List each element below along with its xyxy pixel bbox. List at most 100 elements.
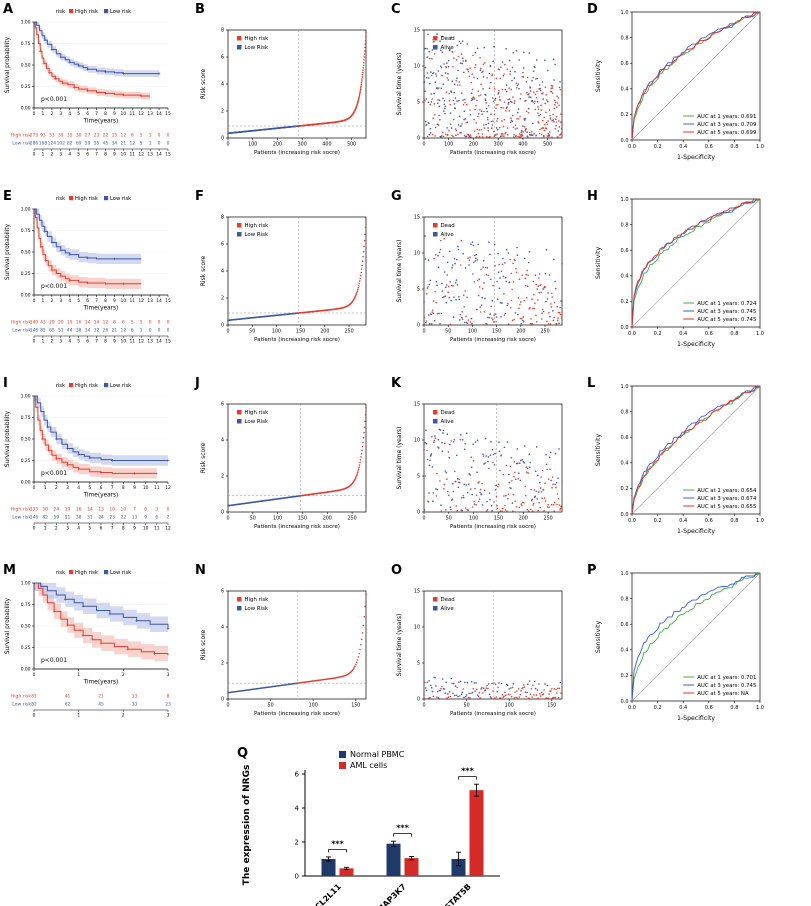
svg-text:146: 146 (30, 328, 39, 334)
svg-text:5: 5 (417, 474, 420, 480)
svg-text:30: 30 (76, 133, 82, 139)
svg-text:5: 5 (417, 100, 420, 106)
svg-text:AUC at 3 years: 0.709: AUC at 3 years: 0.709 (697, 122, 757, 128)
svg-text:2: 2 (221, 474, 224, 480)
svg-text:5: 5 (140, 133, 143, 139)
svg-text:0: 0 (417, 510, 420, 516)
svg-text:14: 14 (85, 320, 91, 326)
svg-text:1.0: 1.0 (756, 331, 764, 337)
svg-text:9: 9 (113, 339, 116, 345)
svg-text:0.00: 0.00 (21, 293, 31, 299)
svg-text:Survival probability: Survival probability (5, 410, 11, 467)
panel-letter-H: H (587, 189, 598, 204)
svg-text:4: 4 (295, 805, 300, 813)
svg-text:20: 20 (58, 320, 64, 326)
svg-text:0.8: 0.8 (730, 144, 738, 150)
svg-text:0.0: 0.0 (621, 699, 629, 705)
svg-text:146: 146 (30, 515, 39, 521)
svg-text:0.6: 0.6 (705, 705, 713, 711)
panel-E-km: E 0.00 0.25 0.50 0.75 1.00 Survival probabili… (0, 187, 192, 374)
svg-text:0.2: 0.2 (654, 144, 662, 150)
panel-letter-F: F (195, 189, 204, 204)
svg-text:AUC at 1 years: 0.701: AUC at 1 years: 0.701 (697, 675, 756, 681)
svg-text:1.0: 1.0 (621, 571, 629, 577)
svg-text:300: 300 (298, 142, 307, 148)
svg-text:0.2: 0.2 (621, 673, 629, 679)
panel-letter-I: I (3, 376, 8, 391)
svg-text:Low risk: Low risk (12, 702, 31, 708)
svg-text:286: 286 (30, 141, 39, 147)
svg-text:100: 100 (309, 703, 318, 709)
svg-text:0.2: 0.2 (654, 705, 662, 711)
svg-text:0: 0 (158, 328, 161, 334)
svg-text:4: 4 (77, 526, 80, 532)
svg-text:0.6: 0.6 (621, 248, 629, 254)
svg-text:45: 45 (98, 702, 104, 708)
svg-text:0.0: 0.0 (628, 144, 636, 150)
svg-text:0: 0 (422, 329, 425, 335)
svg-text:AUC at 1 years: 0.654: AUC at 1 years: 0.654 (697, 488, 757, 494)
svg-text:13: 13 (147, 339, 153, 345)
svg-text:0.0: 0.0 (621, 325, 629, 331)
svg-text:5: 5 (417, 661, 420, 667)
svg-text:0.4: 0.4 (621, 461, 629, 467)
roc-chart-P: 0.00.0 0.2 0.2 0.4 0.4 0.6 0.6 0.8 0.8 1.0 1.0 Sens… (595, 571, 764, 722)
svg-text:1.0: 1.0 (621, 197, 629, 203)
svg-text:0: 0 (221, 136, 224, 142)
svg-text:0.0: 0.0 (621, 138, 629, 144)
svg-text:0: 0 (226, 329, 229, 335)
figure-row-4: M 0.00 0.25 0.50 0.75 1.00 Survival probabili… (0, 561, 811, 748)
svg-text:50: 50 (446, 516, 452, 522)
svg-text:0.4: 0.4 (621, 274, 629, 280)
svg-text:13: 13 (147, 152, 153, 158)
svg-text:5: 5 (77, 298, 80, 304)
svg-text:0.50: 0.50 (21, 63, 31, 69)
figure-row-2: E 0.00 0.25 0.50 0.75 1.00 Survival probabili… (0, 187, 811, 374)
svg-text:150: 150 (296, 329, 305, 335)
svg-text:Survival probability: Survival probability (5, 597, 11, 654)
svg-text:6: 6 (131, 328, 134, 334)
svg-text:0.0: 0.0 (628, 518, 636, 524)
svg-text:***: *** (396, 824, 409, 833)
svg-text:12: 12 (165, 526, 171, 532)
svg-text:2: 2 (50, 111, 53, 117)
svg-text:Dead: Dead (441, 223, 455, 229)
svg-text:22: 22 (121, 515, 127, 521)
svg-text:0: 0 (422, 516, 425, 522)
svg-text:1.0: 1.0 (621, 10, 629, 16)
svg-text:Patients (increasing risk socr: Patients (increasing risk socre) (450, 150, 536, 156)
svg-text:43: 43 (40, 320, 46, 326)
svg-text:11: 11 (129, 152, 135, 158)
svg-text:Alive: Alive (441, 45, 455, 51)
svg-text:0.50: 0.50 (21, 437, 31, 443)
svg-text:15: 15 (414, 589, 420, 595)
svg-text:The expression of NRGs: The expression of NRGs (242, 765, 252, 886)
svg-text:26: 26 (103, 328, 109, 334)
km-survival-chart-M: 0.00 0.25 0.50 0.75 1.00 Survival probability… (5, 570, 171, 719)
svg-text:6: 6 (221, 589, 224, 595)
panel-M-km: M 0.00 0.25 0.50 0.75 1.00 Survival probabili… (0, 561, 192, 748)
svg-text:13: 13 (132, 515, 138, 521)
svg-text:102: 102 (57, 141, 66, 147)
svg-text:10: 10 (414, 64, 420, 70)
svg-text:1.0: 1.0 (756, 518, 764, 524)
svg-text:10: 10 (143, 485, 149, 491)
svg-text:High risk: High risk (75, 570, 98, 576)
svg-text:***: *** (331, 839, 344, 848)
svg-text:0.75: 0.75 (21, 41, 31, 47)
svg-text:Dead: Dead (441, 597, 455, 603)
svg-text:50: 50 (42, 507, 48, 513)
svg-text:AUC at 5 years: 0.699: AUC at 5 years: 0.699 (697, 130, 757, 136)
svg-text:Normal PBMC: Normal PBMC (350, 750, 405, 759)
svg-text:Risk score: Risk score (200, 629, 207, 660)
svg-text:51: 51 (65, 515, 71, 521)
svg-text:0: 0 (422, 142, 425, 148)
svg-text:11: 11 (129, 111, 135, 117)
svg-text:53: 53 (49, 133, 55, 139)
panel-J-riskscore: J 0 2 4 6 0 50 100 150 200 250 Risk score Patients … (192, 374, 388, 561)
svg-text:39: 39 (58, 133, 64, 139)
svg-text:150: 150 (494, 516, 503, 522)
svg-text:Low Risk: Low Risk (245, 606, 269, 612)
svg-text:15: 15 (414, 28, 420, 34)
svg-text:16: 16 (76, 507, 82, 513)
